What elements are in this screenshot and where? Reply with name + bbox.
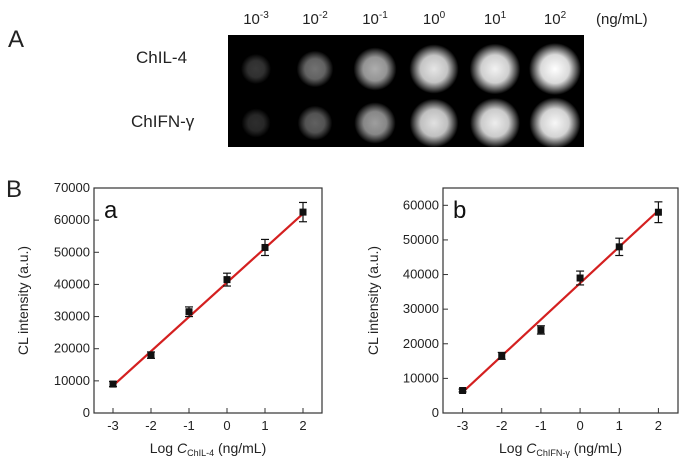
dot-spot (529, 43, 581, 95)
data-point (261, 243, 269, 251)
concentration-label: 100 (422, 10, 446, 28)
dot-spot (469, 97, 521, 149)
data-point (223, 276, 231, 284)
concentration-label: 10-3 (243, 10, 269, 28)
data-point (147, 351, 155, 359)
y-tick-label: 60000 (403, 197, 439, 212)
dot-spot (296, 50, 334, 88)
x-tick-label: 0 (223, 418, 230, 433)
panel-b-letter: B (6, 176, 23, 203)
y-axis-label: CL intensity (a.u.) (15, 246, 31, 355)
dot-spot (353, 47, 397, 91)
y-tick-label: 70000 (54, 180, 90, 195)
x-tick-label: -2 (496, 418, 508, 433)
concentration-label: 10-1 (362, 10, 388, 28)
plot-frame (442, 187, 679, 414)
y-tick-label: 30000 (54, 309, 90, 324)
x-tick-label: 2 (655, 418, 662, 433)
x-axis-label: Log CChIFN-γ (ng/mL) (499, 440, 622, 458)
data-point (109, 380, 117, 388)
y-tick-label: 60000 (54, 212, 90, 227)
y-tick-label: 0 (432, 405, 439, 420)
x-tick-label: 1 (261, 418, 268, 433)
fit-line (461, 209, 660, 394)
y-tick-label: 10000 (54, 373, 90, 388)
dot-spot (241, 108, 271, 138)
x-tick-label: 0 (576, 418, 583, 433)
y-axis-label: CL intensity (a.u.) (365, 246, 381, 355)
row-label-chil4: ChIL-4 (136, 48, 188, 67)
y-tick-label: 40000 (403, 267, 439, 282)
y-tick-label: 50000 (403, 232, 439, 247)
chart-a: 0 10000 20000 30000 40000 50000 60000 70000 -3 -2… (15, 180, 323, 458)
data-point (615, 243, 623, 251)
dot-spot (529, 97, 581, 149)
chart-b: 0 10000 20000 30000 40000 50000 60000 -3 -2 -1 0 1 2… (365, 187, 679, 458)
dot-blot-strip (228, 35, 584, 149)
concentration-label: 10-2 (302, 10, 328, 28)
subpanel-label: a (104, 197, 118, 224)
subpanel-label: b (453, 197, 466, 224)
x-tick-label: -1 (183, 418, 195, 433)
data-point (299, 208, 307, 216)
data-point (654, 208, 662, 216)
data-point (537, 326, 545, 334)
dot-spot (469, 43, 521, 95)
y-tick-label: 40000 (54, 276, 90, 291)
concentration-unit: (ng/mL) (596, 11, 648, 28)
row-label-chifn: ChIFN-γ (131, 112, 195, 131)
dot-spot (409, 44, 459, 94)
y-tick-label: 30000 (403, 301, 439, 316)
dot-blot-image (240, 43, 581, 149)
data-point (576, 274, 584, 282)
x-tick-label: -1 (535, 418, 547, 433)
x-tick-label: -3 (457, 418, 469, 433)
y-tick-label: 20000 (403, 336, 439, 351)
dot-spot (354, 102, 396, 144)
plot-frame (93, 187, 323, 414)
x-axis-label: Log CChIL-4 (ng/mL) (150, 440, 267, 458)
x-tick-label: -2 (145, 418, 157, 433)
y-tick-label: 10000 (403, 370, 439, 385)
dot-spot (297, 105, 333, 141)
x-tick-label: 1 (616, 418, 623, 433)
data-point (498, 352, 506, 360)
dot-spot (409, 98, 459, 148)
concentration-label: 101 (483, 10, 507, 28)
y-tick-label: 50000 (54, 244, 90, 259)
data-point (459, 387, 467, 394)
x-tick-label: -3 (107, 418, 119, 433)
x-tick-label: 2 (299, 418, 306, 433)
panel-a-letter: A (8, 26, 25, 53)
y-tick-label: 20000 (54, 341, 90, 356)
fit-line (112, 212, 304, 387)
dot-spot (240, 53, 272, 85)
concentration-label: 102 (543, 10, 567, 28)
y-tick-label: 0 (83, 405, 90, 420)
data-point (185, 308, 193, 316)
